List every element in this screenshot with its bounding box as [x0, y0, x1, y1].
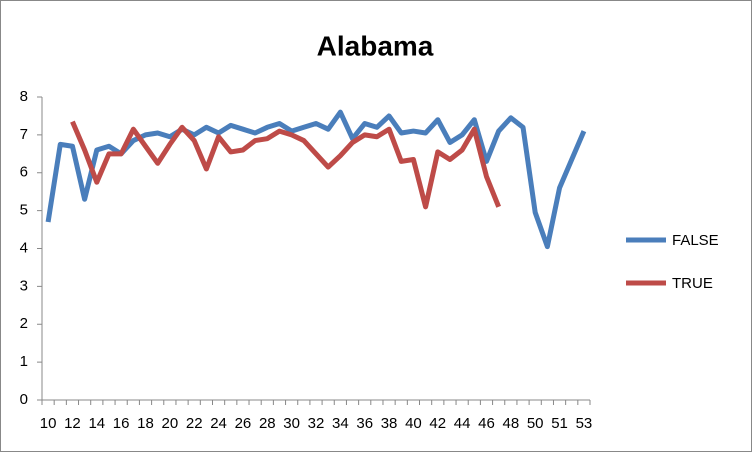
y-tick-label: 3 [20, 277, 28, 294]
y-tick-label: 5 [20, 202, 28, 219]
x-tick-label: 34 [332, 415, 349, 432]
y-tick-label: 0 [20, 391, 28, 408]
y-tick-label: 4 [20, 239, 28, 256]
x-tick-label: 44 [454, 415, 471, 432]
x-tick-label: 18 [137, 415, 154, 432]
x-tick-label: 20 [162, 415, 179, 432]
x-tick-label: 50 [527, 415, 544, 432]
x-tick-label: 12 [64, 415, 81, 432]
x-tick-label: 36 [356, 415, 373, 432]
x-tick-label: 24 [210, 415, 227, 432]
x-tick-label: 42 [429, 415, 446, 432]
y-tick-label: 7 [20, 126, 28, 143]
x-tick-label: 16 [113, 415, 130, 432]
y-tick-label: 8 [20, 88, 28, 105]
legend-label: FALSE [672, 232, 719, 249]
x-tick-label: 26 [235, 415, 252, 432]
x-tick-label: 14 [88, 415, 105, 432]
x-tick-label: 53 [576, 415, 593, 432]
y-tick-label: 6 [20, 164, 28, 181]
x-tick-label: 48 [503, 415, 520, 432]
x-tick-label: 32 [308, 415, 325, 432]
chart-title: Alabama [317, 30, 434, 61]
legend-label: TRUE [672, 275, 713, 292]
line-series [70, 120, 501, 210]
x-tick-label: 38 [381, 415, 398, 432]
x-tick-label: 51 [551, 415, 568, 432]
x-tick-label: 46 [478, 415, 495, 432]
x-tick-label: 28 [259, 415, 276, 432]
x-tick-label: 40 [405, 415, 422, 432]
x-tick-label: 10 [40, 415, 57, 432]
x-tick-label: 22 [186, 415, 203, 432]
x-tick-label: 30 [283, 415, 300, 432]
y-tick-label: 1 [20, 353, 28, 370]
y-tick-label: 2 [20, 315, 28, 332]
